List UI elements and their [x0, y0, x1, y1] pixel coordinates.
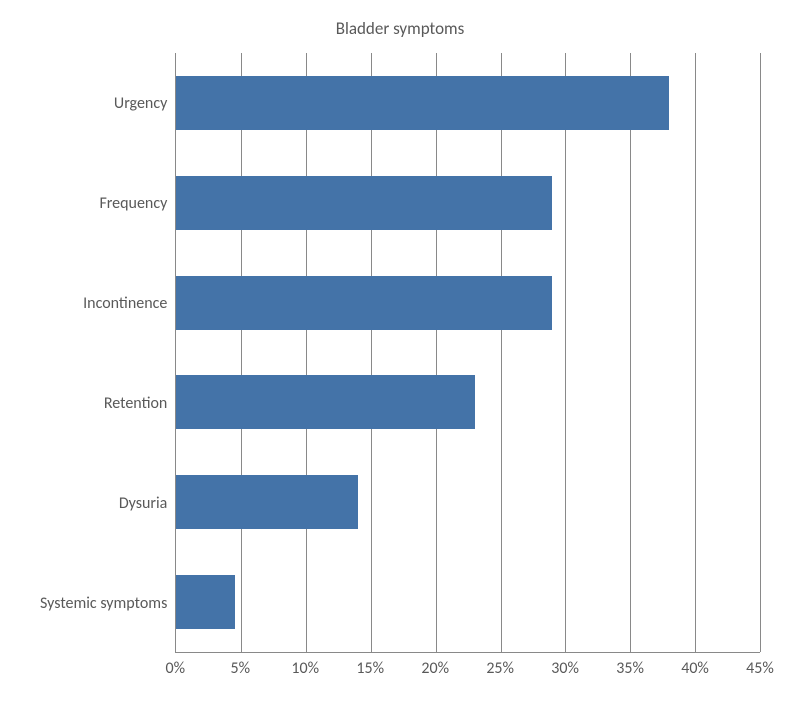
- x-tick: 20%: [421, 659, 449, 678]
- x-tick: 40%: [681, 659, 709, 678]
- y-label: Urgency: [114, 94, 167, 113]
- y-label: Systemic symptoms: [40, 594, 167, 613]
- bar: [176, 176, 552, 230]
- bar: [176, 375, 474, 429]
- y-axis-labels: Urgency Frequency Incontinence Retention Dys…: [40, 53, 175, 653]
- bladder-symptoms-chart: Bladder symptoms Urgency Frequency Inconti…: [0, 0, 800, 727]
- x-tick: 15%: [356, 659, 384, 678]
- x-tick: 10%: [291, 659, 319, 678]
- gridline: [760, 53, 761, 652]
- bar: [176, 575, 234, 629]
- bar: [176, 475, 358, 529]
- chart-title: Bladder symptoms: [40, 18, 760, 39]
- x-tick: 35%: [616, 659, 644, 678]
- bars: [176, 53, 760, 652]
- y-label: Dysuria: [119, 494, 168, 513]
- x-axis: 0%5%10%15%20%25%30%35%40%45%: [40, 653, 760, 689]
- x-tick: 30%: [551, 659, 579, 678]
- x-tick: 45%: [746, 659, 774, 678]
- y-label: Frequency: [99, 194, 167, 213]
- x-tick: 25%: [486, 659, 514, 678]
- x-tick: 5%: [231, 659, 251, 678]
- x-tick: 0%: [166, 659, 186, 678]
- y-label: Incontinence: [83, 294, 167, 313]
- y-label: Retention: [104, 394, 167, 413]
- bar: [176, 76, 669, 130]
- plot-area: [175, 53, 760, 653]
- bar: [176, 276, 552, 330]
